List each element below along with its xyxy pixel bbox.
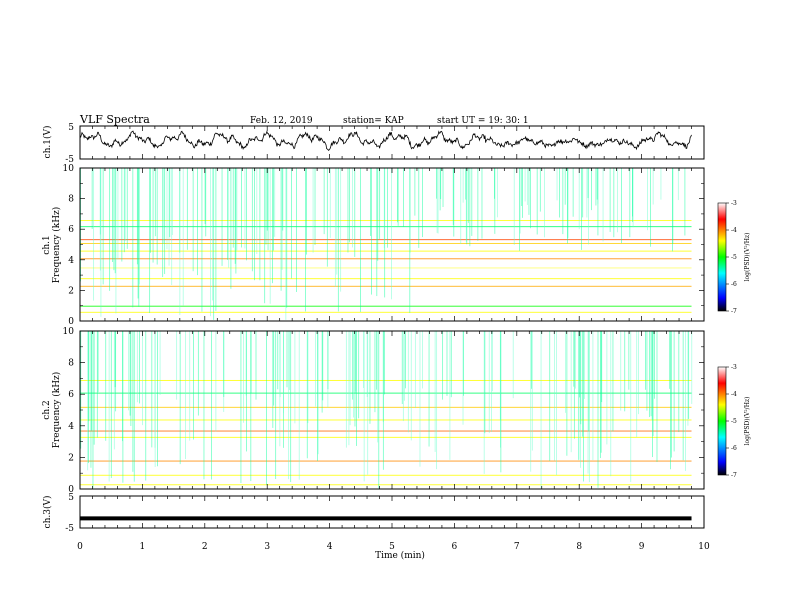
ch1-ytick-bottom: -5 [65,155,74,165]
ch3-tick-marks [79,496,705,528]
ch1-spectrogram-tick-marks [79,168,705,321]
x-axis-tick-labels: 0 1 2 3 4 5 6 7 8 9 10 [77,542,710,552]
x-tick-label: 4 [327,542,333,552]
colorbar-tick-label: -7 [731,472,737,479]
colorbar-tick-label: -3 [731,364,737,371]
colorbar-tick-label: -4 [731,227,737,234]
x-tick-label: 3 [264,542,270,552]
ch2-spectrogram-panel: 0 2 4 6 8 10 ch.2 Frequency (kHz) [42,327,705,495]
y-tick-label: 4 [68,422,74,432]
start-time-label: start UT = 19: 30: 1 [437,116,529,126]
colorbar-tick-label: -3 [731,200,737,207]
ch1-ytick-top: 5 [68,123,74,133]
x-tick-label: 5 [389,542,395,552]
x-tick-label: 8 [576,542,582,552]
x-tick-label: 2 [202,542,208,552]
date-label: Feb. 12, 2019 [250,116,313,126]
x-tick-label: 1 [140,542,146,552]
colorbar-tick-label: -7 [731,308,737,315]
ch1-spectrogram-image [80,168,704,321]
ch1-ylabel: ch.1(V) [42,126,53,159]
y-tick-label: 0 [68,317,74,327]
ch2-spectrogram-yticks: 0 2 4 6 8 10 [63,327,704,495]
ch1-waveform-panel: 5 -5 ch.1(V) [42,123,705,165]
ch1-colorbar-title: log(PSD)(V²/Hz) [744,233,751,282]
y-tick-label: 8 [68,359,74,369]
colorbar-tick-label: -6 [731,445,737,452]
ch3-ytick-bottom: -5 [65,524,74,534]
colorbar-tick-label: -4 [731,391,737,398]
y-tick-label: 10 [63,164,75,174]
ch1-waveform-line [79,130,692,152]
x-tick-label: 10 [698,542,710,552]
ch1-spectrogram-ylabel-channel: ch.1 [42,235,52,254]
ch1-colorbar-ticks: -3 -4 -5 -6 -7 [726,200,737,315]
ch3-ytick-top: 5 [68,493,74,503]
ch2-spectrogram-ylabel-channel: ch.2 [42,400,52,419]
x-tick-label: 9 [639,542,645,552]
x-tick-label: 7 [514,542,520,552]
y-tick-label: 0 [68,485,74,495]
figure-title: VLF Spectra [79,113,150,126]
colorbar-tick-label: -5 [731,254,737,261]
x-tick-label: 0 [77,542,83,552]
ch1-spectrogram-ylabel-frequency: Frequency (kHz) [51,207,62,284]
y-tick-label: 4 [68,256,74,266]
y-tick-label: 2 [68,286,74,296]
ch3-waveform-panel: 5 -5 ch.3(V) [42,493,705,534]
y-tick-label: 6 [68,390,74,400]
ch1-spectrogram-yticks: 0 2 4 6 8 10 [63,164,704,327]
ch1-tick-marks [79,126,705,159]
ch2-spectrogram-ylabel-frequency: Frequency (kHz) [51,372,62,449]
colorbar-tick-label: -5 [731,418,737,425]
ch1-spectrogram-panel: 0 2 4 6 8 10 ch.1 Frequency (kHz) [42,164,705,327]
station-label: station= KAP [343,116,404,126]
ch1-colorbar: -3 -4 -5 -6 -7 log(PSD)(V²/Hz) [717,200,751,315]
y-tick-label: 6 [68,225,74,235]
colorbar-tick-label: -6 [731,281,737,288]
x-axis-label: Time (min) [375,550,425,561]
ch3-ylabel: ch.3(V) [42,496,53,529]
y-tick-label: 8 [68,195,74,205]
x-tick-label: 6 [452,542,458,552]
ch2-colorbar-ticks: -3 -4 -5 -6 -7 [726,364,737,479]
ch2-spectrogram-image [80,331,704,489]
y-tick-label: 10 [63,327,75,337]
y-tick-label: 2 [68,453,74,463]
ch2-spectrogram-tick-marks [79,331,705,489]
ch2-colorbar: -3 -4 -5 -6 -7 log(PSD)(V²/Hz) [717,364,751,479]
ch2-colorbar-title: log(PSD)(V²/Hz) [744,397,751,446]
